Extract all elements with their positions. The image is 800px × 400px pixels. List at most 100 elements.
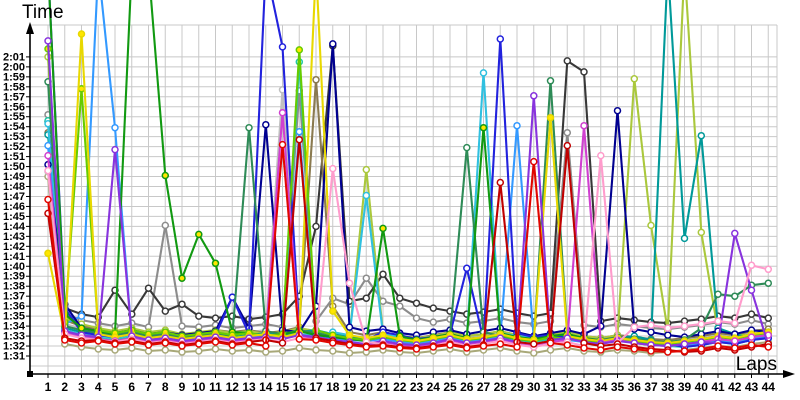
series-pink-point[interactable] (747, 261, 756, 270)
series-yellow-point[interactable] (379, 331, 387, 339)
series-black-point[interactable] (312, 222, 320, 231)
series-navy-line[interactable] (46, 42, 770, 339)
series-yellow-green-point[interactable] (647, 221, 655, 230)
series-red-point[interactable] (429, 343, 438, 351)
series-khaki-gray-point[interactable] (345, 349, 354, 357)
series-red-point[interactable] (211, 338, 220, 346)
series-red-point[interactable] (664, 348, 672, 356)
series-red-point[interactable] (563, 341, 572, 349)
series-red-point[interactable] (77, 339, 86, 347)
series-red-point[interactable] (446, 341, 454, 349)
series-dark-green-point[interactable] (546, 77, 555, 85)
series-khaki-gray-point[interactable] (178, 348, 186, 356)
series-red-point[interactable] (630, 345, 639, 353)
series-khaki-gray-point[interactable] (94, 345, 103, 353)
series-pink-point[interactable] (680, 322, 689, 330)
series-gray-point[interactable] (178, 322, 186, 330)
series-pink-point[interactable] (647, 321, 655, 329)
series-red-point[interactable] (161, 339, 170, 347)
series-red-point[interactable] (647, 347, 655, 355)
series-green-point[interactable] (77, 324, 86, 332)
series-khaki-gray-point[interactable] (195, 347, 203, 355)
series-crimson-point[interactable] (496, 178, 505, 187)
series-red-point[interactable] (278, 140, 287, 149)
series-green-point[interactable] (195, 230, 203, 239)
series-red-point[interactable] (396, 344, 404, 352)
series-black-point[interactable] (764, 314, 773, 322)
series-black-point[interactable] (747, 310, 756, 318)
series-green-point[interactable] (178, 274, 186, 282)
series-khaki-gray-point[interactable] (312, 346, 320, 354)
series-khaki-gray-point[interactable] (262, 348, 270, 356)
series-dark-green-point[interactable] (714, 290, 722, 298)
series-pink-point[interactable] (44, 166, 52, 175)
series-sky-blue-point[interactable] (77, 312, 86, 320)
series-dark-green-point[interactable] (764, 279, 773, 287)
series-violet-point[interactable] (697, 338, 706, 346)
series-yellow-point[interactable] (44, 249, 52, 258)
series-red-line[interactable] (46, 143, 770, 354)
series-violet-point[interactable] (731, 229, 739, 238)
series-navy-point[interactable] (647, 328, 655, 336)
series-sky-blue-point[interactable] (111, 123, 119, 132)
series-yellow-green-point[interactable] (362, 165, 371, 174)
series-black-point[interactable] (144, 284, 153, 292)
series-navy-point[interactable] (613, 106, 622, 115)
series-violet-point[interactable] (747, 286, 756, 294)
series-khaki-gray-point[interactable] (111, 346, 119, 354)
series-khaki-gray-point[interactable] (295, 344, 304, 352)
series-red-point[interactable] (178, 342, 186, 350)
series-red-point[interactable] (731, 344, 739, 352)
series-magenta-point[interactable] (731, 337, 739, 345)
series-violet-point[interactable] (530, 92, 538, 100)
series-green-point[interactable] (161, 171, 170, 180)
series-pink-point[interactable] (714, 317, 722, 325)
series-yellow-point[interactable] (546, 113, 555, 122)
series-red-point[interactable] (580, 344, 588, 352)
series-green-point[interactable] (479, 123, 488, 132)
series-khaki-gray-point[interactable] (228, 347, 237, 355)
series-green-point[interactable] (379, 224, 387, 233)
series-red-point[interactable] (613, 343, 622, 351)
series-teal-point[interactable] (697, 131, 706, 140)
series-black-point[interactable] (429, 304, 438, 312)
series-black-point[interactable] (211, 314, 220, 322)
series-yellow-green-point[interactable] (630, 75, 639, 83)
series-red-point[interactable] (262, 342, 270, 350)
series-black-point[interactable] (580, 68, 588, 76)
series-pink-point[interactable] (764, 265, 773, 274)
series-pink-point[interactable] (597, 151, 605, 160)
series-magenta-point[interactable] (580, 121, 588, 130)
series-red-point[interactable] (463, 344, 471, 352)
series-violet-point[interactable] (680, 340, 689, 348)
series-olive-point[interactable] (312, 76, 320, 84)
series-khaki-gray-point[interactable] (211, 345, 220, 353)
series-pink-line[interactable] (46, 154, 770, 350)
series-crimson-point[interactable] (563, 141, 572, 150)
series-red-point[interactable] (111, 340, 119, 348)
series-sky-blue-point[interactable] (295, 127, 304, 136)
series-red-point[interactable] (94, 337, 103, 345)
series-blue-point[interactable] (496, 35, 505, 43)
series-red-point[interactable] (128, 338, 136, 346)
series-red-point[interactable] (479, 342, 488, 350)
series-red-point[interactable] (345, 341, 354, 349)
series-red-point[interactable] (496, 340, 505, 348)
series-yellow-point[interactable] (329, 307, 337, 315)
series-yellow-point[interactable] (345, 331, 354, 339)
series-red-point[interactable] (530, 157, 538, 166)
series-sky-blue-point[interactable] (44, 141, 52, 150)
series-red-point[interactable] (764, 343, 773, 351)
series-black-point[interactable] (195, 312, 203, 320)
series-red-point[interactable] (546, 339, 555, 347)
series-red-point[interactable] (379, 342, 387, 350)
series-black-point[interactable] (412, 299, 421, 307)
series-khaki-gray-point[interactable] (144, 347, 153, 355)
series-gray-point[interactable] (429, 318, 438, 326)
series-khaki-gray-point[interactable] (546, 346, 555, 354)
series-khaki-gray-point[interactable] (530, 349, 538, 357)
series-pink-point[interactable] (329, 164, 337, 173)
series-red-point[interactable] (513, 343, 521, 351)
series-yellow-green-point[interactable] (697, 228, 706, 237)
series-lime-green-point[interactable] (295, 46, 304, 54)
